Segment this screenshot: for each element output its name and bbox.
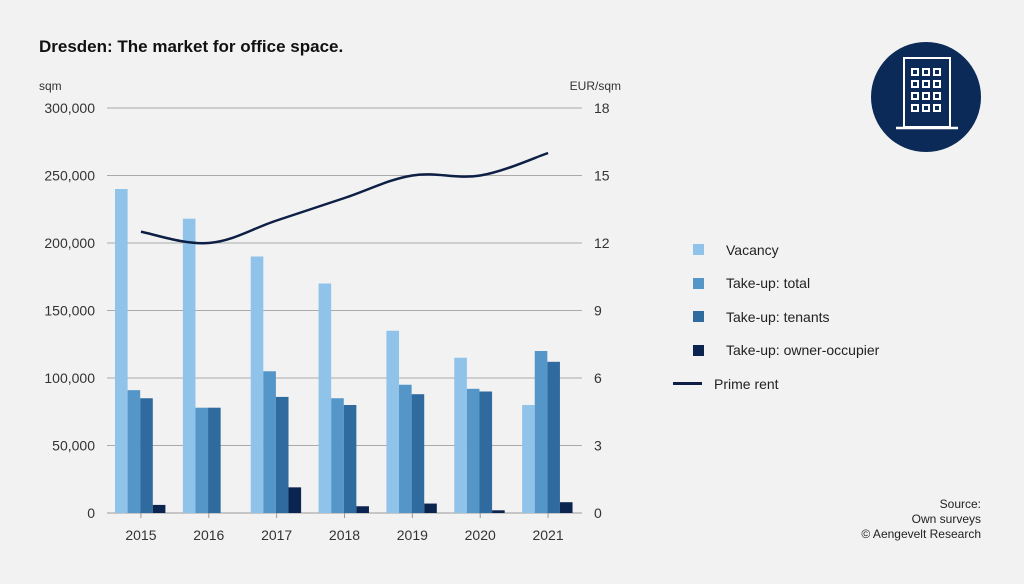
x-tick-label: 2017	[261, 527, 292, 543]
right-tick-label: 3	[594, 438, 602, 454]
logo-badge	[871, 42, 981, 152]
bar-take-up-total-2017	[263, 371, 276, 513]
left-tick-label: 0	[87, 505, 95, 521]
bar-take-up-tenants-2017	[275, 396, 289, 513]
legend-swatch-takeup-owner-occupier	[693, 344, 704, 356]
bar-take-up-total-2019	[399, 384, 412, 513]
legend-label: Vacancy	[726, 241, 779, 258]
legend-label: Prime rent	[714, 375, 779, 392]
legend-label: Take-up: owner-occupier	[726, 342, 880, 359]
bar-take-up-tenants-2018	[343, 405, 357, 513]
right-tick-label: 12	[594, 235, 610, 251]
x-tick-label: 2021	[532, 527, 563, 543]
bar-take-up-tenants-2015	[140, 398, 153, 513]
legend: Vacancy Take-up: total Take-up: tenants …	[673, 233, 879, 401]
legend-swatch-vacancy	[693, 244, 704, 256]
window-icon	[922, 80, 930, 88]
right-tick-label: 9	[594, 303, 602, 319]
legend-swatch-takeup-total	[693, 277, 704, 289]
source-label: Source:	[939, 497, 981, 511]
left-tick-label: 150,000	[44, 303, 95, 319]
window-icon	[911, 92, 919, 100]
legend-item-prime-rent: Prime rent	[673, 367, 879, 401]
bar-vacancy-2021	[522, 405, 535, 513]
bar-take-up-owner-occupier-2018	[356, 506, 369, 513]
source-copyright: © Aengevelt Research	[861, 527, 981, 541]
legend-swatch-prime-rent	[673, 382, 702, 386]
window-icon	[911, 104, 919, 112]
office-building-icon	[896, 57, 958, 130]
right-axis-label: EUR/sqm	[570, 79, 621, 93]
bar-take-up-tenants-2020	[479, 391, 493, 513]
window-icon	[933, 68, 941, 76]
bar-take-up-total-2015	[127, 390, 141, 513]
window-icon	[922, 104, 930, 112]
bar-take-up-total-2016	[195, 407, 209, 513]
prime-rent-line	[140, 151, 549, 245]
legend-item-takeup-owner-occupier: Take-up: owner-occupier	[690, 334, 879, 368]
bar-vacancy-2016	[182, 218, 196, 513]
bar-vacancy-2019	[386, 330, 400, 513]
bar-take-up-total-2020	[466, 388, 480, 513]
bar-vacancy-2020	[454, 357, 467, 513]
left-tick-label: 50,000	[52, 438, 95, 454]
x-tick-label: 2020	[465, 527, 496, 543]
bar-vacancy-2015	[115, 189, 128, 513]
source-note: Source: Own surveys © Aengevelt Research	[861, 497, 981, 542]
right-tick-label: 18	[594, 100, 610, 116]
x-tick-label: 2015	[125, 527, 156, 543]
bar-take-up-total-2021	[534, 351, 548, 513]
bar-take-up-tenants-2019	[411, 394, 425, 513]
x-tick-label: 2016	[193, 527, 224, 543]
bar-take-up-tenants-2016	[208, 407, 221, 513]
left-tick-label: 300,000	[44, 100, 95, 116]
bar-take-up-owner-occupier-2017	[288, 487, 302, 513]
right-tick-label: 15	[594, 168, 610, 184]
bar-take-up-tenants-2021	[547, 361, 560, 513]
legend-label: Take-up: tenants	[726, 308, 830, 325]
x-tick-label: 2018	[329, 527, 360, 543]
x-tick-label: 2019	[397, 527, 428, 543]
chart-title: Dresden: The market for office space.	[39, 37, 344, 56]
left-axis-label: sqm	[39, 79, 62, 93]
left-tick-label: 200,000	[44, 235, 95, 251]
legend-item-takeup-tenants: Take-up: tenants	[690, 300, 879, 334]
window-icon	[933, 92, 941, 100]
bar-take-up-owner-occupier-2021	[559, 502, 573, 513]
window-icon	[933, 104, 941, 112]
window-icon	[933, 80, 941, 88]
source-detail: Own surveys	[911, 512, 981, 526]
bar-take-up-owner-occupier-2019	[424, 503, 437, 513]
legend-item-takeup-total: Take-up: total	[690, 267, 879, 301]
bar-vacancy-2017	[250, 256, 264, 513]
legend-label: Take-up: total	[726, 275, 811, 292]
right-tick-label: 0	[594, 505, 602, 521]
window-icon	[922, 92, 930, 100]
legend-swatch-takeup-tenants	[693, 311, 704, 323]
bar-take-up-total-2018	[331, 398, 344, 513]
right-tick-label: 6	[594, 370, 602, 386]
legend-item-vacancy: Vacancy	[690, 233, 879, 267]
left-tick-label: 250,000	[44, 168, 95, 184]
window-icon	[911, 68, 919, 76]
bar-take-up-owner-occupier-2015	[152, 504, 166, 513]
window-icon	[922, 68, 930, 76]
bar-vacancy-2018	[318, 283, 332, 513]
left-tick-label: 100,000	[44, 370, 95, 386]
bar-take-up-owner-occupier-2020	[492, 510, 505, 513]
window-icon	[911, 80, 919, 88]
